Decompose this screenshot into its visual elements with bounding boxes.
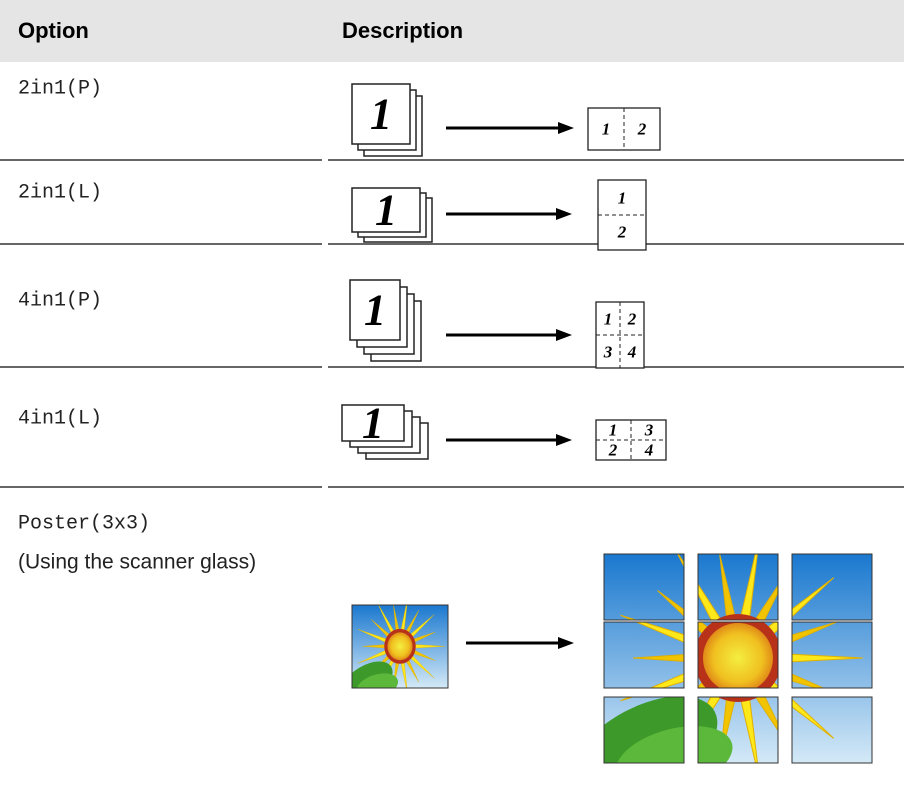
header-bar	[0, 0, 904, 62]
photo-border	[791, 553, 873, 621]
result-number: 1	[609, 421, 618, 440]
page-number: 1	[370, 90, 392, 139]
option: 4in1(L)	[18, 407, 102, 430]
result-number: 3	[644, 421, 654, 440]
page-number: 1	[362, 399, 384, 448]
page-sheet	[351, 83, 411, 145]
option: 2in1(P)	[18, 77, 102, 100]
photo-border	[351, 604, 449, 689]
photo-border	[603, 696, 685, 764]
result-number: 4	[627, 343, 637, 362]
photo-border	[791, 621, 873, 689]
header-option: Option	[18, 18, 89, 43]
photo-border	[791, 696, 873, 764]
arrow-head	[556, 208, 572, 220]
page-sheet	[349, 279, 401, 341]
photo-image	[352, 605, 448, 688]
photo-border	[603, 553, 685, 621]
result-number: 3	[603, 343, 613, 362]
page-sheet	[351, 187, 421, 233]
result-number: 2	[617, 223, 627, 242]
arrow-head	[556, 329, 572, 341]
arrow-head	[558, 637, 574, 649]
photo-border	[697, 696, 779, 764]
result-number: 1	[604, 310, 613, 329]
result-number: 4	[644, 441, 654, 460]
option: 4in1(P)	[18, 289, 102, 312]
photo	[352, 605, 448, 688]
arrow-head	[558, 122, 574, 134]
page-number: 1	[364, 286, 386, 335]
option: 2in1(L)	[18, 181, 102, 204]
option: Poster(3x3)	[18, 512, 150, 535]
result-number: 1	[602, 120, 611, 139]
option-note: (Using the scanner glass)	[18, 551, 256, 574]
photo-border	[603, 621, 685, 689]
result-number: 2	[608, 441, 618, 460]
photo-border	[697, 621, 779, 689]
result-number: 1	[618, 189, 627, 208]
header-description: Description	[342, 18, 463, 43]
photo-border	[697, 553, 779, 621]
result-number: 2	[637, 120, 647, 139]
page-sheet	[341, 404, 405, 442]
arrow-head	[556, 434, 572, 446]
page-number: 1	[375, 186, 397, 235]
result-number: 2	[627, 310, 637, 329]
